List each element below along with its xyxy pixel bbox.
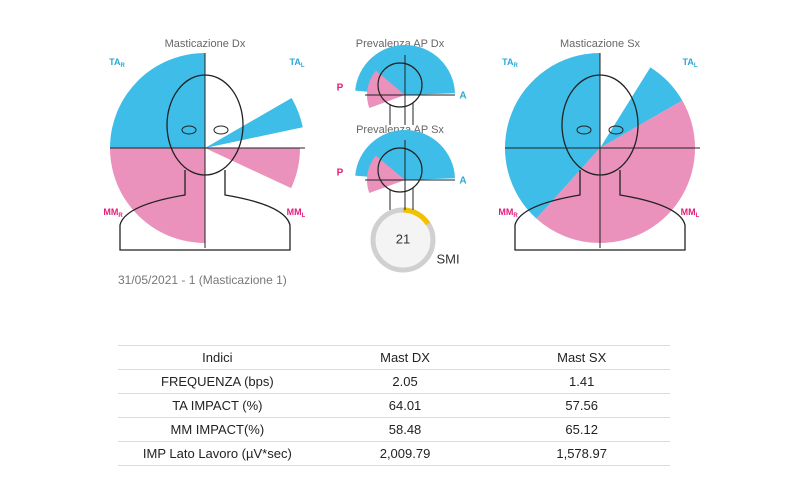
quadrant-label-text: MM [681,207,696,217]
left-title: Masticazione Dx [165,38,246,50]
table-cell: 57.56 [493,393,670,418]
smi-value: 21 [396,231,410,246]
quadrant-label-sub: L [694,63,698,69]
eye [181,125,197,135]
quadrant-label: TAR [109,57,125,68]
sector [600,67,683,148]
table-row: IMP Lato Lavoro (µV*sec) 2,009.79 1,578.97 [118,441,670,466]
ap-dx-title: Prevalenza AP Dx [356,38,445,50]
sector [110,53,205,148]
quadrant-label-sub: R [118,213,123,219]
table-cell: 2,009.79 [316,441,494,466]
ap-sx-p: P [337,168,344,179]
sector [110,148,205,243]
table-cell: 64.01 [316,393,494,418]
table-row: TA IMPACT (%) 64.01 57.56 [118,393,670,418]
table-cell: 2.05 [316,369,494,394]
quadrant-label-sub: R [513,213,518,219]
quadrant-label: TAL [682,57,697,68]
table-row: FREQUENZA (bps) 2.05 1.41 [118,369,670,394]
header-cell: Mast SX [493,345,670,370]
header-cell: Indici [118,345,317,370]
index-table: Indici Mast DX Mast SX FREQUENZA (bps) 2.05 1… [118,345,670,466]
smi-gauge-arc [402,207,431,226]
sector [367,155,405,193]
table-cell: 1.41 [493,369,670,394]
table-cell: 65.12 [493,417,670,442]
sector [505,53,600,219]
sector [205,148,300,189]
ap-sx-a: A [459,176,466,187]
sector [600,100,695,243]
header-cell: Mast DX [316,345,494,370]
table-cell: FREQUENZA (bps) [118,369,317,394]
sector [536,148,600,243]
eye [576,125,592,135]
quadrant-label: MML [681,207,700,218]
quadrant-label-sub: L [696,213,700,219]
table-row: MM IMPACT(%) 58.48 65.12 [118,417,670,442]
eye [213,125,229,135]
quadrant-label-text: MM [498,207,513,217]
smi-label: SMI [436,251,459,266]
table-cell: TA IMPACT (%) [118,393,317,418]
quadrant-label: MMR [498,207,518,218]
shoulders-outline [119,170,291,251]
quadrant-label: MML [287,207,306,218]
quadrant-label: TAR [502,57,518,68]
ap-dx-a: A [459,91,466,102]
quadrant-label: MMR [103,207,123,218]
table-cell: 1,578.97 [493,441,670,466]
quadrant-label-text: TA [289,57,301,67]
side-head [377,147,423,193]
sector [367,70,405,108]
side-neck [389,188,414,210]
quadrant-label-text: TA [502,57,514,67]
table-cell: MM IMPACT(%) [118,417,317,442]
quadrant-label-sub: R [514,63,519,69]
right-title: Masticazione Sx [560,38,641,50]
ap-sx-title: Prevalenza AP Sx [356,124,444,136]
diagrams: Masticazione Dx Masticazione Sx Prevalen… [103,38,700,287]
date-label: 31/05/2021 - 1 (Masticazione 1) [118,273,287,287]
table-row: Indici Mast DX Mast SX [118,345,670,370]
quadrant-label-text: MM [103,207,118,217]
eye [608,125,624,135]
side-head [377,62,423,108]
quadrant-label-sub: L [301,63,305,69]
quadrant-label-text: TA [109,57,121,67]
quadrant-label-sub: R [121,63,126,69]
ap-dx-p: P [337,83,344,94]
quadrant-label-sub: L [302,213,306,219]
quadrant-label-text: TA [682,57,694,67]
side-neck [389,103,414,125]
table-cell: 58.48 [316,417,494,442]
shoulders-outline [514,170,686,251]
sector [205,98,303,148]
table-cell: IMP Lato Lavoro (µV*sec) [118,441,317,466]
quadrant-label: TAL [289,57,304,68]
quadrant-label-text: MM [287,207,302,217]
